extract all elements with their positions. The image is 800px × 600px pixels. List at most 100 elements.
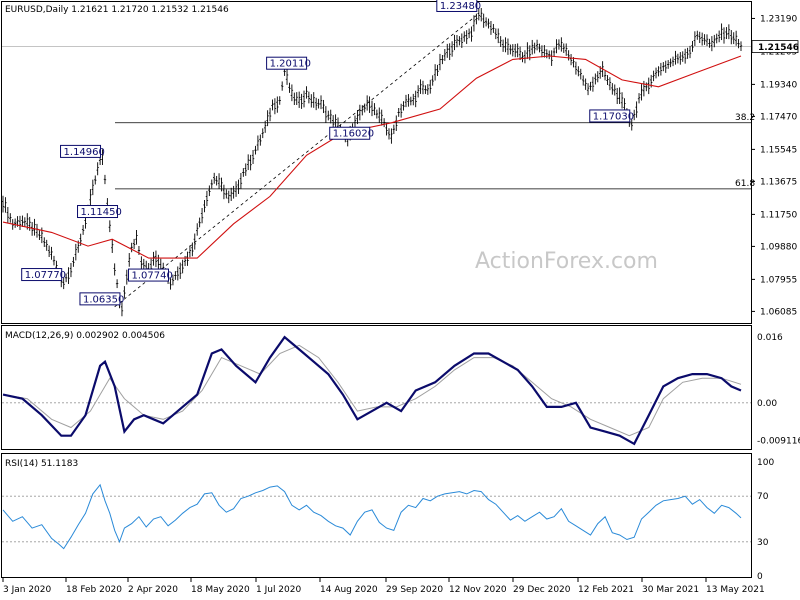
ohlc-bar xyxy=(453,34,456,51)
price-tick-label: 1.07955 xyxy=(760,275,797,285)
price-tick-label: 1.17470 xyxy=(760,112,797,122)
ohlc-bar xyxy=(611,83,614,95)
ohlc-bar xyxy=(516,43,519,58)
ohlc-bar xyxy=(171,274,175,286)
ohlc-bar xyxy=(548,50,551,60)
ohlc-bar xyxy=(511,44,515,57)
ohlc-bar xyxy=(261,128,264,139)
ohlc-bar xyxy=(531,39,534,55)
ohlc-bar xyxy=(363,103,366,113)
rsi-line xyxy=(2,483,742,550)
ohlc-bar xyxy=(203,199,206,213)
ohlc-bar xyxy=(504,37,507,53)
ohlc-bar xyxy=(715,33,718,44)
ohlc-bar xyxy=(722,27,726,44)
rsi-label: RSI(14) 51.1183 xyxy=(5,459,78,469)
ohlc-bar xyxy=(698,31,701,44)
ohlc-bar xyxy=(630,119,633,131)
ohlc-bar xyxy=(237,179,240,194)
ohlc-bar xyxy=(358,104,362,121)
ohlc-bar xyxy=(492,23,495,33)
macd-tick-label: -0.009116 xyxy=(757,436,800,446)
rsi-tick-label: 100 xyxy=(757,458,774,468)
ohlc-bar xyxy=(710,36,714,52)
price-tick-label: 1.13675 xyxy=(760,177,797,187)
ohlc-bar xyxy=(375,109,379,119)
ohlc-bar xyxy=(596,71,599,83)
ohlc-bar xyxy=(404,94,408,108)
price-annotation: 1.11450 xyxy=(77,205,122,219)
ohlc-bar xyxy=(501,39,505,52)
ohlc-bar xyxy=(652,70,655,82)
ohlc-bar xyxy=(594,73,597,85)
x-tick-label: 13 May 2021 xyxy=(706,585,765,595)
x-tick-label: 12 Feb 2021 xyxy=(578,585,634,595)
ohlc-bar xyxy=(572,57,575,68)
ohlc-bar xyxy=(74,243,78,261)
x-tick-label: 18 May 2020 xyxy=(191,585,250,595)
ohlc-bar xyxy=(725,27,728,40)
ohlc-bar xyxy=(567,50,570,61)
ohlc-bar xyxy=(497,28,500,44)
x-tick-label: 14 Aug 2020 xyxy=(320,585,378,595)
ohlc-bar xyxy=(234,181,238,197)
ohlc-bar xyxy=(732,32,735,45)
ohlc-bar xyxy=(64,273,68,283)
ohlc-bar xyxy=(720,23,723,41)
ohlc-bar xyxy=(266,110,269,127)
ohlc-bar xyxy=(737,38,740,49)
ohlc-bar xyxy=(615,87,619,105)
ohlc-bar xyxy=(499,36,502,47)
annotation-label: 1.07740 xyxy=(132,271,173,282)
ohlc-bar xyxy=(613,84,616,96)
ohlc-bar xyxy=(436,64,439,77)
ohlc-bar xyxy=(734,30,738,46)
price-annotation: 1.07740 xyxy=(128,268,173,282)
ohlc-bar xyxy=(674,50,677,65)
ohlc-bar xyxy=(108,220,112,233)
rsi-tick-label: 70 xyxy=(757,492,769,502)
ohlc-bar xyxy=(669,58,672,68)
ohlc-bar xyxy=(208,185,211,197)
ohlc-bar xyxy=(373,103,376,116)
ohlc-bar xyxy=(256,135,260,151)
ohlc-bar xyxy=(1,195,5,213)
ohlc-bar xyxy=(21,215,24,227)
ohlc-bar xyxy=(730,30,733,45)
ohlc-bar xyxy=(254,145,257,155)
ohlc-bar xyxy=(96,162,99,176)
ohlc-bar xyxy=(45,239,48,251)
ohlc-bar xyxy=(460,33,464,48)
ohlc-bar xyxy=(130,242,133,253)
ohlc-bar xyxy=(705,34,709,46)
ohlc-bar xyxy=(186,251,189,266)
ohlc-bar xyxy=(38,230,41,240)
ohlc-bar xyxy=(399,103,403,118)
ohlc-bar xyxy=(132,238,136,250)
rsi-tick-label: 30 xyxy=(757,538,769,548)
ohlc-bar xyxy=(657,66,660,77)
ohlc-bar xyxy=(433,64,437,81)
ohlc-bar xyxy=(526,42,529,59)
ohlc-bar xyxy=(154,250,158,268)
ohlc-bar xyxy=(198,217,201,228)
ohlc-bar xyxy=(666,60,670,69)
ohlc-bar xyxy=(94,175,97,185)
ohlc-bar xyxy=(193,233,196,250)
ohlc-bar xyxy=(67,267,70,285)
ohlc-bar xyxy=(324,106,328,123)
ohlc-bar xyxy=(560,37,563,52)
ohlc-bar xyxy=(552,47,556,57)
ohlc-bar xyxy=(569,54,573,66)
ohlc-bar xyxy=(390,128,393,144)
ohlc-bar xyxy=(487,18,490,29)
ohlc-bar xyxy=(273,98,277,115)
ohlc-bar xyxy=(288,82,291,93)
ohlc-bar xyxy=(446,43,449,58)
ohlc-bar xyxy=(33,218,36,236)
ohlc-bar xyxy=(329,109,332,124)
price-annotation: 1.06350 xyxy=(79,292,124,306)
ohlc-bar xyxy=(412,93,415,106)
ohlc-bar xyxy=(438,53,442,71)
